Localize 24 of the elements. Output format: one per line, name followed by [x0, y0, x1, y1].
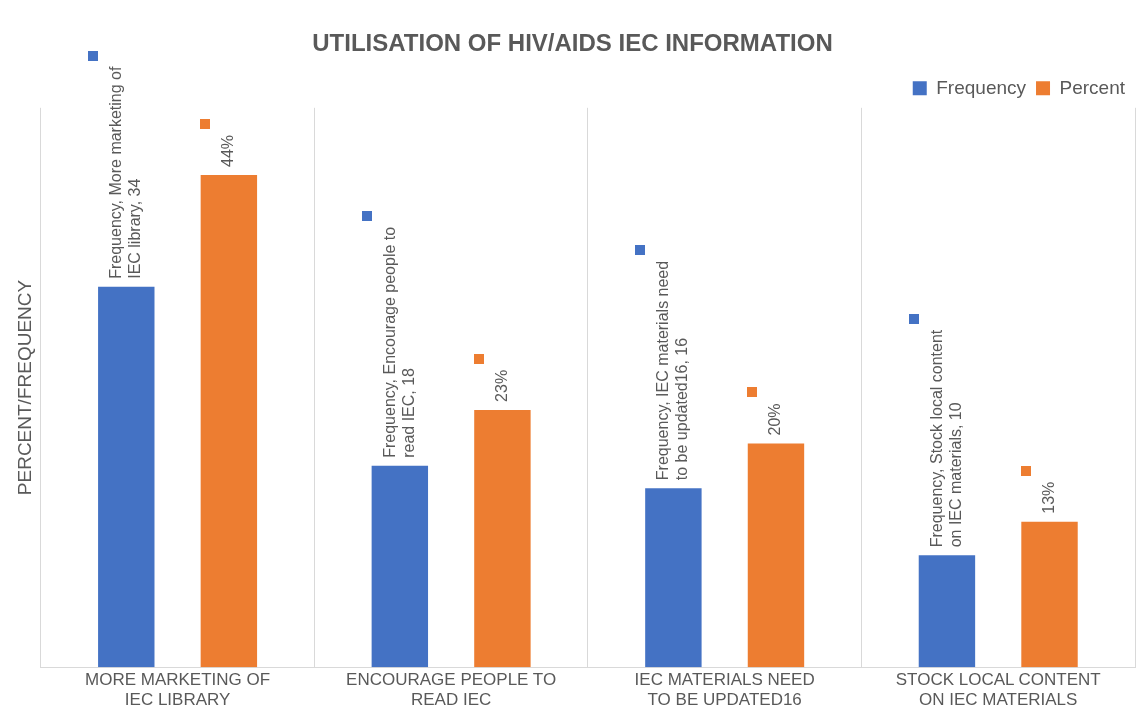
bar: [98, 286, 155, 668]
data-label: 13%: [1039, 481, 1057, 514]
data-label: Frequency, Stock local content on IEC materials, 10: [927, 329, 964, 548]
data-label: Frequency, IEC materials need to be updated16, 16: [654, 260, 691, 481]
bar: [474, 409, 531, 668]
x-tick-label: IEC MATERIALS NEED TO BE UPDATED16: [634, 670, 815, 710]
bar: [1021, 521, 1078, 668]
chart-title: UTILISATION OF HIV/AIDS IEC INFORMATION: [312, 29, 833, 57]
bar: [747, 443, 805, 668]
legend-label: Percent: [1059, 76, 1126, 98]
x-tick-label: STOCK LOCAL CONTENT ON IEC MATERIALS: [895, 670, 1101, 710]
bar: [645, 488, 702, 668]
bar: [918, 555, 976, 668]
legend-label: Frequency: [936, 76, 1027, 98]
x-tick-label: MORE MARKETING OF IEC LIBRARY: [85, 670, 271, 710]
bar: [371, 465, 429, 668]
data-label: 44%: [219, 134, 237, 167]
x-tick-label: ENCOURAGE PEOPLE TO READ IEC: [346, 670, 557, 710]
bar: [200, 174, 258, 668]
data-label: Frequency, Encourage people to read IEC, 18: [380, 226, 417, 458]
data-label: 20%: [766, 403, 784, 436]
y-axis-title: PERCENT/FREQUENCY: [13, 279, 35, 496]
data-label: 23%: [492, 369, 510, 402]
data-label: Frequency, More marketing of IEC library, 34: [107, 66, 144, 279]
